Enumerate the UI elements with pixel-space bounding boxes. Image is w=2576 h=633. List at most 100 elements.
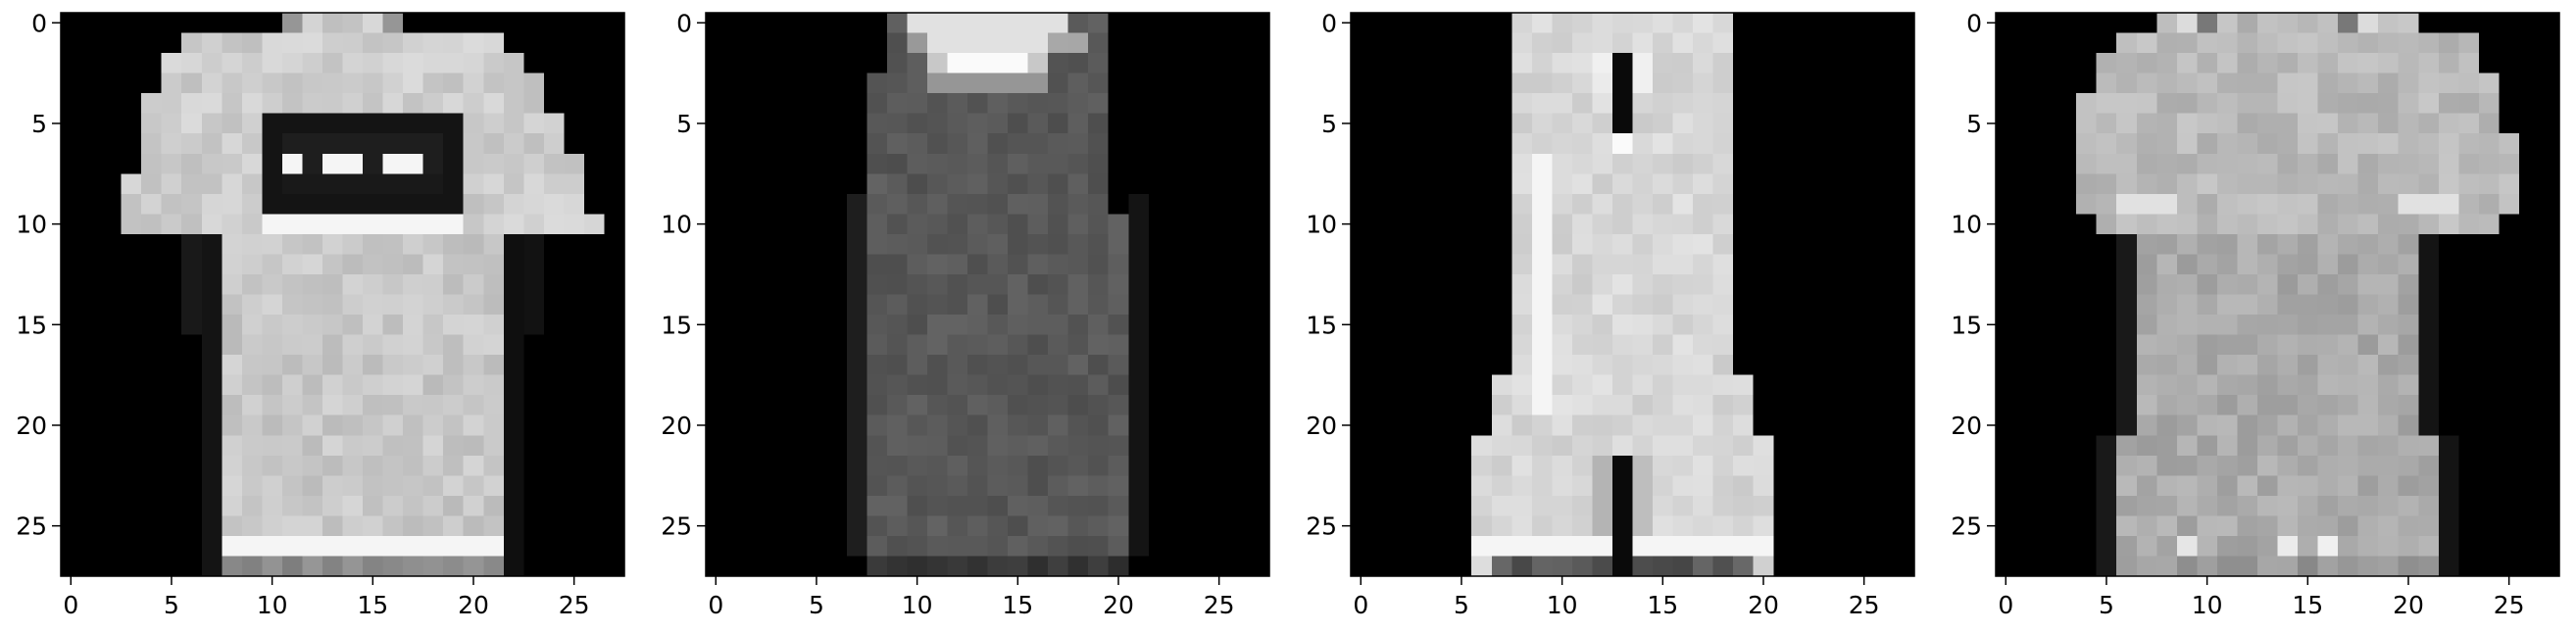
pixel xyxy=(1088,73,1110,94)
pixel xyxy=(2277,173,2299,195)
pixel xyxy=(926,535,949,558)
pixel xyxy=(1531,294,1553,316)
pixel xyxy=(101,254,123,275)
pixel xyxy=(826,32,848,54)
pixel xyxy=(826,334,848,356)
pixel xyxy=(1712,193,1734,215)
pixel xyxy=(2116,435,2138,457)
pixel xyxy=(1048,32,1069,54)
pixel xyxy=(161,395,182,416)
pixel xyxy=(2216,294,2239,316)
pixel xyxy=(2438,233,2459,256)
pixel xyxy=(342,193,364,215)
pixel xyxy=(80,395,102,416)
pixel xyxy=(1451,515,1472,537)
pixel xyxy=(987,173,1009,195)
pixel xyxy=(302,374,323,396)
pixel xyxy=(262,414,283,436)
pixel xyxy=(2116,556,2138,577)
pixel xyxy=(2136,173,2157,195)
pixel xyxy=(2298,315,2319,336)
pixel xyxy=(121,315,142,336)
pixel xyxy=(2398,32,2419,54)
pixel xyxy=(2518,455,2541,476)
pixel xyxy=(141,455,163,476)
pixel xyxy=(181,535,203,558)
pixel xyxy=(987,214,1009,235)
pixel xyxy=(2216,214,2239,235)
pixel xyxy=(1531,113,1553,134)
pixel xyxy=(604,435,625,457)
pixel xyxy=(2317,315,2339,336)
pixel xyxy=(1813,355,1835,376)
pixel xyxy=(1854,355,1875,376)
pixel xyxy=(826,73,848,94)
pixel xyxy=(483,254,505,275)
pixel xyxy=(987,73,1009,94)
pixel xyxy=(201,334,223,356)
pixel xyxy=(2176,233,2198,256)
pixel xyxy=(342,53,364,74)
pixel xyxy=(2317,435,2339,457)
pixel xyxy=(1552,556,1573,577)
pixel xyxy=(382,556,404,577)
pixel xyxy=(1793,153,1814,174)
pixel xyxy=(1531,495,1553,516)
pixel xyxy=(80,535,102,558)
pixel xyxy=(2518,133,2541,155)
pixel xyxy=(1653,113,1674,134)
pixel xyxy=(181,133,203,155)
pixel xyxy=(1712,153,1734,174)
pixel xyxy=(2478,113,2500,134)
pixel xyxy=(1370,535,1392,558)
pixel xyxy=(422,273,444,296)
pixel xyxy=(61,334,82,356)
pixel xyxy=(2156,374,2178,396)
pixel xyxy=(422,315,444,336)
pixel xyxy=(1188,535,1210,558)
pixel xyxy=(1067,334,1089,356)
pixel xyxy=(926,495,949,516)
pixel xyxy=(1168,233,1190,256)
pixel xyxy=(2357,233,2379,256)
pixel xyxy=(2197,374,2218,396)
pixel xyxy=(322,153,344,174)
pixel xyxy=(1128,495,1150,516)
pixel xyxy=(583,113,606,134)
pixel xyxy=(382,113,404,134)
pixel xyxy=(2478,233,2500,256)
pixel xyxy=(604,556,625,577)
pixel xyxy=(2378,315,2400,336)
pixel xyxy=(1411,294,1432,316)
pixel xyxy=(403,556,424,577)
pixel xyxy=(80,273,102,296)
pixel xyxy=(1351,495,1372,516)
pixel xyxy=(1411,395,1432,416)
pixel xyxy=(1088,475,1110,497)
pixel xyxy=(1249,13,1270,34)
pixel xyxy=(161,53,182,74)
pixel xyxy=(604,515,625,537)
pixel xyxy=(1733,233,1755,256)
pixel xyxy=(1996,193,2017,215)
pixel xyxy=(161,153,182,174)
pixel xyxy=(2378,53,2400,74)
pixel xyxy=(2539,113,2560,134)
pixel xyxy=(1592,435,1613,457)
pixel xyxy=(1027,374,1049,396)
pixel xyxy=(201,32,223,54)
pixel xyxy=(281,214,304,235)
pixel xyxy=(2518,475,2541,497)
pixel xyxy=(1672,294,1694,316)
pixel xyxy=(80,32,102,54)
pixel xyxy=(2298,414,2319,436)
pixel xyxy=(503,254,524,275)
pixel xyxy=(483,455,505,476)
pixel xyxy=(2197,294,2218,316)
pixel xyxy=(403,495,424,516)
pixel xyxy=(1733,173,1755,195)
pixel xyxy=(222,515,243,537)
pixel xyxy=(1773,334,1795,356)
pixel xyxy=(2015,374,2037,396)
pixel xyxy=(786,13,808,34)
